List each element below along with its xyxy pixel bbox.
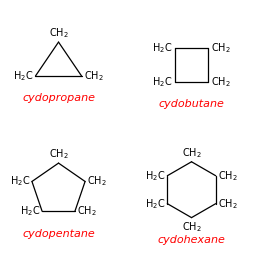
Text: cydohexane: cydohexane (157, 235, 226, 245)
Text: H$_2$C: H$_2$C (10, 174, 30, 188)
Text: H$_2$C: H$_2$C (152, 41, 172, 55)
Text: CH$_2$: CH$_2$ (211, 41, 230, 55)
Text: cydopentane: cydopentane (22, 229, 95, 239)
Text: cydopropane: cydopropane (22, 93, 95, 103)
Text: CH$_2$: CH$_2$ (77, 204, 97, 218)
Text: H$_2$C: H$_2$C (13, 69, 33, 83)
Text: H$_2$C: H$_2$C (145, 197, 165, 210)
Text: CH$_2$: CH$_2$ (84, 69, 103, 83)
Text: CH$_2$: CH$_2$ (182, 146, 201, 160)
Text: H$_2$C: H$_2$C (145, 169, 165, 183)
Text: CH$_2$: CH$_2$ (49, 26, 68, 40)
Text: CH$_2$: CH$_2$ (182, 220, 201, 234)
Text: H$_2$C: H$_2$C (152, 75, 172, 88)
Text: CH$_2$: CH$_2$ (211, 75, 230, 88)
Text: CH$_2$: CH$_2$ (218, 169, 238, 183)
Text: cydobutane: cydobutane (159, 99, 225, 109)
Text: H$_2$C: H$_2$C (20, 204, 40, 218)
Text: CH$_2$: CH$_2$ (87, 174, 107, 188)
Text: CH$_2$: CH$_2$ (218, 197, 238, 210)
Text: CH$_2$: CH$_2$ (49, 147, 68, 161)
